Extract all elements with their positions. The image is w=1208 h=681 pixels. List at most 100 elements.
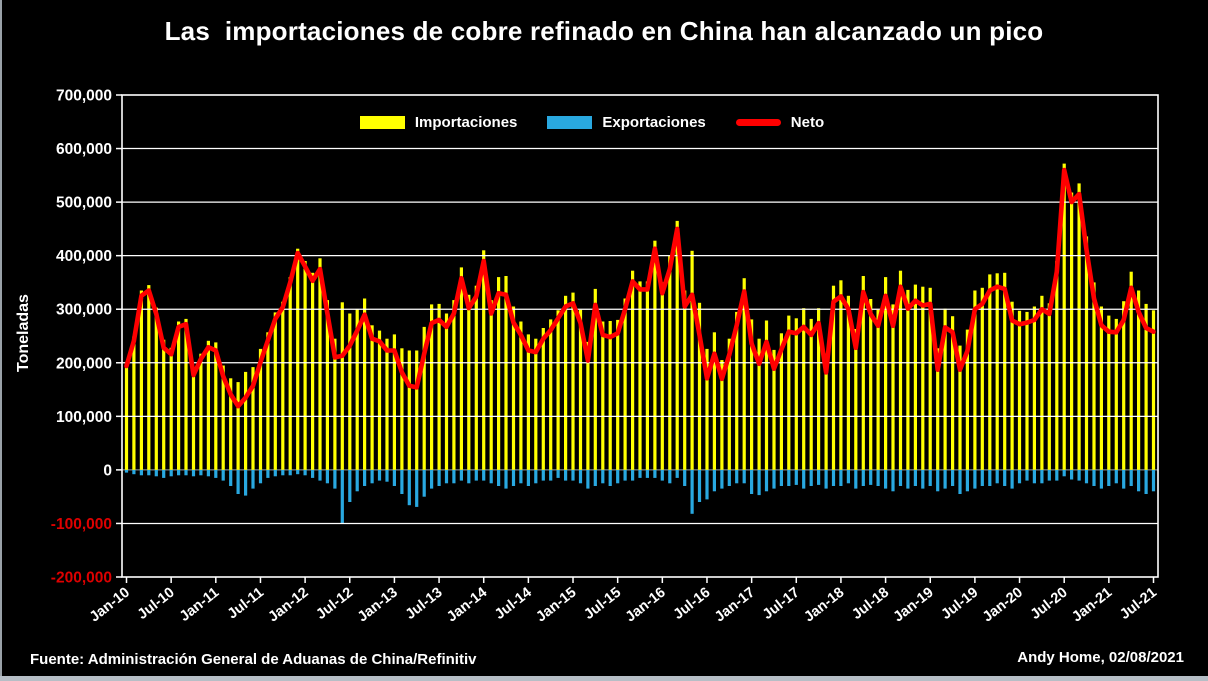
export-bar <box>772 469 776 489</box>
import-bar <box>348 313 352 470</box>
import-bar <box>593 288 597 470</box>
export-bar <box>221 469 225 481</box>
import-bar <box>645 281 649 470</box>
import-bar <box>779 333 783 470</box>
export-bar <box>392 469 396 486</box>
legend-exports-label: Exportaciones <box>602 113 706 131</box>
import-bar <box>430 304 434 470</box>
author-date: Andy Home, 02/08/2021 <box>1017 649 1184 666</box>
import-bar <box>511 306 516 470</box>
import-bar <box>898 270 903 470</box>
import-bar <box>177 321 181 470</box>
import-bar <box>370 325 374 470</box>
x-tick-label: Jul-20 <box>1028 585 1071 623</box>
import-bar <box>1010 301 1014 470</box>
import-bar <box>854 329 858 470</box>
y-tick-label: 200,000 <box>56 355 112 372</box>
net-line <box>124 167 1156 409</box>
import-bar <box>802 308 806 470</box>
import-bar <box>1003 272 1007 470</box>
export-bar <box>1151 469 1156 492</box>
export-bar <box>817 469 821 485</box>
import-bar <box>839 280 843 470</box>
import-bar <box>675 220 679 470</box>
x-tick-label: Jan-10 <box>87 585 133 626</box>
export-bar <box>385 469 389 482</box>
plot-frame <box>121 94 1159 578</box>
export-bar <box>1122 469 1126 489</box>
export-bar <box>727 469 731 486</box>
export-bar <box>1129 469 1133 486</box>
legend-imports-label: Importaciones <box>414 113 518 131</box>
export-bars <box>124 469 1156 524</box>
import-bar <box>1017 310 1022 470</box>
export-bar <box>720 469 724 489</box>
import-bar <box>809 318 813 470</box>
export-bar <box>229 469 233 486</box>
export-bar <box>779 469 783 486</box>
export-bar <box>199 469 203 476</box>
export-bar <box>519 469 523 484</box>
export-bar <box>861 469 865 486</box>
export-bar <box>556 469 560 478</box>
import-bar <box>891 304 895 470</box>
x-tick-label: Jan-16 <box>623 585 669 626</box>
export-bar <box>1084 469 1089 484</box>
export-bar <box>370 469 374 484</box>
export-bar <box>340 469 344 524</box>
import-bar <box>422 326 426 470</box>
import-bar <box>720 360 724 470</box>
import-bar <box>392 334 396 470</box>
import-bar <box>928 287 932 470</box>
y-tick-label: 300,000 <box>56 302 112 319</box>
export-bar <box>906 469 910 489</box>
export-bar <box>951 469 955 486</box>
import-bar <box>876 309 880 470</box>
import-bar <box>913 284 917 470</box>
export-bar <box>206 469 210 477</box>
import-bar <box>660 282 664 470</box>
export-bar <box>645 469 649 478</box>
import-bar <box>742 278 746 470</box>
import-bar <box>861 276 865 470</box>
x-tick-label: Jan-18 <box>801 585 847 626</box>
export-bar <box>482 469 486 481</box>
import-bar <box>452 300 456 470</box>
import-bar <box>333 338 337 470</box>
export-bar <box>608 469 612 486</box>
export-bar <box>452 469 456 484</box>
import-bar <box>400 348 404 470</box>
import-bar <box>311 272 315 470</box>
import-bar <box>653 240 657 470</box>
x-tick-label: Jul-13 <box>403 585 446 623</box>
import-bar <box>973 290 977 470</box>
import-bar <box>519 321 523 470</box>
export-bar <box>400 469 404 494</box>
export-bar <box>1047 469 1051 481</box>
export-bar <box>943 469 947 489</box>
export-bar <box>251 469 255 489</box>
export-bar <box>757 469 761 496</box>
import-bar <box>1122 301 1126 470</box>
legend: Importaciones Exportaciones Neto <box>122 110 1062 134</box>
export-bar <box>675 469 679 478</box>
import-bar <box>1025 311 1029 470</box>
export-bar <box>1017 469 1022 484</box>
y-tick-label: -100,000 <box>51 516 112 533</box>
import-bar <box>221 365 225 470</box>
import-bar <box>1070 192 1074 470</box>
export-bar <box>549 469 553 481</box>
x-tick-label: Jul-15 <box>581 585 624 623</box>
export-bar <box>735 469 739 484</box>
export-bar <box>869 469 873 485</box>
export-bar <box>236 469 240 494</box>
y-tick-label: 100,000 <box>56 409 112 426</box>
export-bar <box>1077 469 1081 481</box>
import-bar <box>199 353 203 470</box>
export-bar <box>988 469 992 486</box>
import-bar <box>631 270 635 470</box>
export-bar <box>616 469 620 484</box>
legend-item-net: Neto <box>735 114 824 131</box>
export-bar <box>995 469 999 484</box>
